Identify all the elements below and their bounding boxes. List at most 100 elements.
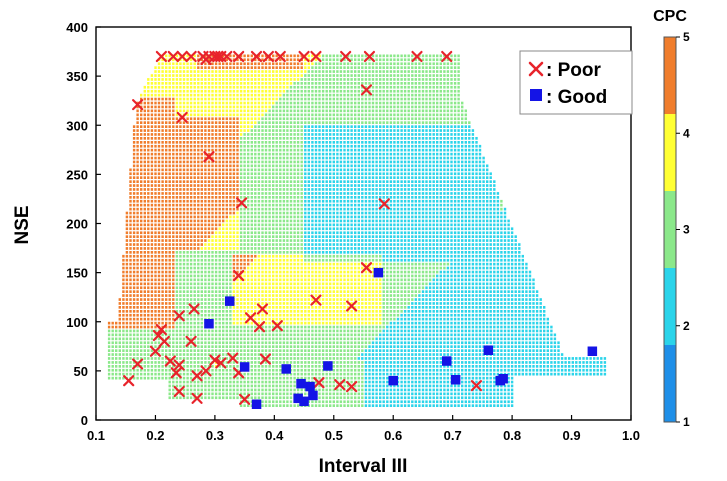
- field-cell: [172, 392, 175, 396]
- field-cell: [293, 365, 296, 368]
- field-cell: [214, 392, 218, 396]
- field-cell: [247, 290, 250, 293]
- field-cell: [318, 384, 321, 388]
- field-cell: [407, 298, 410, 301]
- field-cell: [389, 396, 393, 400]
- field-cell: [364, 239, 368, 242]
- field-cell: [136, 290, 139, 293]
- field-cell: [229, 361, 232, 364]
- field-cell: [279, 341, 282, 345]
- field-cell: [457, 365, 460, 368]
- field-cell: [375, 376, 378, 380]
- field-cell: [518, 247, 521, 250]
- field-cell: [539, 302, 542, 305]
- field-cell: [336, 247, 339, 250]
- field-cell: [368, 365, 371, 368]
- field-cell: [403, 380, 407, 384]
- field-cell: [539, 310, 542, 313]
- field-cell: [193, 290, 196, 293]
- field-cell: [407, 357, 410, 360]
- field-cell: [243, 298, 246, 301]
- field-cell: [403, 333, 407, 337]
- field-cell: [503, 361, 507, 364]
- field-cell: [493, 353, 496, 356]
- field-cell: [396, 286, 400, 290]
- field-cell: [279, 239, 282, 242]
- field-cell: [396, 298, 400, 301]
- field-cell: [518, 361, 521, 364]
- field-cell: [436, 384, 439, 388]
- field-cell: [168, 294, 171, 297]
- field-cell: [157, 243, 161, 246]
- field-cell: [154, 298, 157, 301]
- field-cell: [197, 313, 200, 317]
- field-cell: [450, 329, 453, 333]
- field-cell: [115, 329, 118, 333]
- field-cell: [307, 258, 310, 262]
- field-cell: [371, 239, 375, 242]
- field-cell: [132, 278, 136, 282]
- field-cell: [436, 243, 439, 246]
- field-cell: [125, 286, 129, 290]
- field-cell: [446, 310, 450, 313]
- field-cell: [125, 349, 129, 352]
- field-cell: [446, 349, 450, 352]
- field-cell: [293, 310, 296, 313]
- field-cell: [468, 286, 471, 290]
- field-cell: [165, 243, 168, 246]
- field-cell: [261, 262, 264, 266]
- field-cell: [193, 349, 196, 352]
- field-cell: [361, 337, 364, 341]
- field-cell: [161, 361, 164, 364]
- field-cell: [379, 254, 382, 258]
- field-cell: [453, 306, 457, 309]
- field-cell: [264, 365, 268, 368]
- field-cell: [371, 278, 375, 282]
- field-cell: [396, 337, 400, 341]
- field-cell: [396, 357, 400, 360]
- field-cell: [307, 376, 310, 380]
- field-cell: [129, 270, 132, 274]
- field-cell: [350, 247, 353, 250]
- field-cell: [371, 290, 375, 293]
- field-cell: [325, 313, 328, 317]
- field-cell: [143, 306, 146, 309]
- field-cell: [304, 251, 307, 254]
- field-cell: [500, 286, 503, 290]
- field-cell: [379, 278, 382, 282]
- field-cell: [150, 262, 154, 266]
- field-cell: [154, 329, 157, 333]
- field-cell: [147, 270, 150, 274]
- field-cell: [247, 329, 250, 333]
- field-cell: [486, 388, 489, 392]
- field-cell: [510, 349, 514, 352]
- field-cell: [122, 325, 125, 329]
- field-cell: [507, 247, 510, 250]
- field-cell: [350, 282, 353, 286]
- field-cell: [143, 270, 146, 274]
- field-cell: [161, 270, 164, 274]
- field-cell: [325, 325, 328, 329]
- field-cell: [275, 262, 278, 266]
- field-cell: [247, 345, 250, 348]
- field-cell: [457, 294, 460, 297]
- field-cell: [254, 243, 257, 246]
- field-cell: [125, 302, 129, 305]
- field-cell: [482, 313, 485, 317]
- field-cell: [243, 282, 246, 286]
- field-cell: [443, 368, 446, 372]
- field-cell: [496, 404, 500, 407]
- field-cell: [132, 317, 136, 321]
- field-cell: [518, 329, 521, 333]
- field-cell: [279, 353, 282, 356]
- field-cell: [568, 372, 571, 376]
- field-cell: [418, 239, 421, 242]
- field-cell: [157, 251, 161, 254]
- field-cell: [172, 294, 175, 297]
- field-cell: [482, 306, 485, 309]
- field-cell: [500, 341, 503, 345]
- field-cell: [478, 365, 482, 368]
- field-cell: [179, 396, 182, 400]
- field-cell: [478, 361, 482, 364]
- field-cell: [264, 349, 268, 352]
